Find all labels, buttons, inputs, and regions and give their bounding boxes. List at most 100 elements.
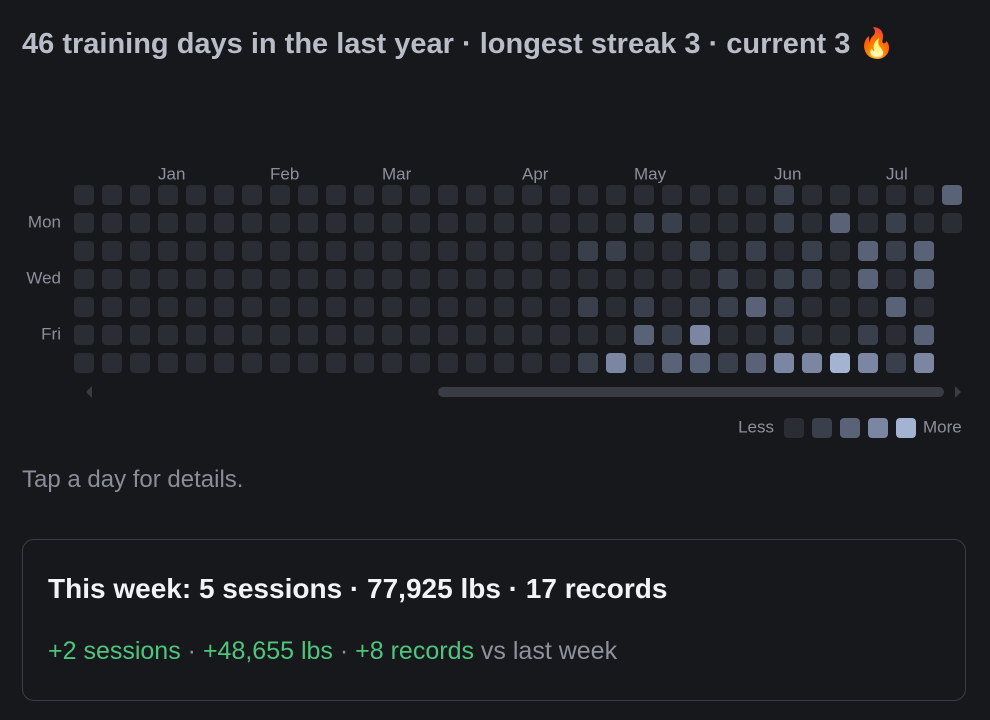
day-cell[interactable] xyxy=(634,185,654,205)
day-cell[interactable] xyxy=(186,185,206,205)
day-cell[interactable] xyxy=(410,325,430,345)
day-cell[interactable] xyxy=(270,241,290,261)
day-cell[interactable] xyxy=(158,297,178,317)
day-cell[interactable] xyxy=(634,241,654,261)
day-cell[interactable] xyxy=(214,325,234,345)
day-cell[interactable] xyxy=(662,213,682,233)
day-cell[interactable] xyxy=(606,325,626,345)
day-cell[interactable] xyxy=(242,185,262,205)
day-cell[interactable] xyxy=(158,269,178,289)
day-cell[interactable] xyxy=(662,353,682,373)
day-cell[interactable] xyxy=(718,353,738,373)
day-cell[interactable] xyxy=(242,325,262,345)
day-cell[interactable] xyxy=(914,241,934,261)
day-cell[interactable] xyxy=(158,353,178,373)
day-cell[interactable] xyxy=(858,325,878,345)
day-cell[interactable] xyxy=(130,241,150,261)
day-cell[interactable] xyxy=(102,185,122,205)
day-cell[interactable] xyxy=(410,353,430,373)
day-cell[interactable] xyxy=(270,325,290,345)
day-cell[interactable] xyxy=(102,213,122,233)
day-cell[interactable] xyxy=(522,353,542,373)
day-cell[interactable] xyxy=(438,213,458,233)
day-cell[interactable] xyxy=(858,297,878,317)
day-cell[interactable] xyxy=(494,353,514,373)
day-cell[interactable] xyxy=(830,213,850,233)
day-cell[interactable] xyxy=(158,325,178,345)
day-cell[interactable] xyxy=(746,269,766,289)
day-cell[interactable] xyxy=(130,269,150,289)
day-cell[interactable] xyxy=(438,353,458,373)
day-cell[interactable] xyxy=(914,185,934,205)
day-cell[interactable] xyxy=(634,325,654,345)
day-cell[interactable] xyxy=(886,213,906,233)
day-cell[interactable] xyxy=(858,213,878,233)
day-cell[interactable] xyxy=(494,185,514,205)
day-cell[interactable] xyxy=(718,269,738,289)
day-cell[interactable] xyxy=(130,353,150,373)
day-cell[interactable] xyxy=(662,297,682,317)
day-cell[interactable] xyxy=(354,185,374,205)
day-cell[interactable] xyxy=(802,213,822,233)
day-cell[interactable] xyxy=(578,297,598,317)
day-cell[interactable] xyxy=(718,241,738,261)
day-cell[interactable] xyxy=(158,185,178,205)
day-cell[interactable] xyxy=(746,325,766,345)
day-cell[interactable] xyxy=(774,325,794,345)
day-cell[interactable] xyxy=(382,213,402,233)
day-cell[interactable] xyxy=(774,297,794,317)
day-cell[interactable] xyxy=(942,213,962,233)
day-cell[interactable] xyxy=(662,185,682,205)
day-cell[interactable] xyxy=(242,353,262,373)
day-cell[interactable] xyxy=(718,185,738,205)
day-cell[interactable] xyxy=(270,185,290,205)
day-cell[interactable] xyxy=(550,241,570,261)
day-cell[interactable] xyxy=(130,297,150,317)
day-cell[interactable] xyxy=(242,269,262,289)
day-cell[interactable] xyxy=(606,185,626,205)
day-cell[interactable] xyxy=(802,297,822,317)
day-cell[interactable] xyxy=(830,241,850,261)
day-cell[interactable] xyxy=(858,269,878,289)
day-cell[interactable] xyxy=(522,269,542,289)
day-cell[interactable] xyxy=(466,241,486,261)
day-cell[interactable] xyxy=(74,269,94,289)
day-cell[interactable] xyxy=(606,353,626,373)
day-cell[interactable] xyxy=(802,241,822,261)
day-cell[interactable] xyxy=(466,353,486,373)
day-cell[interactable] xyxy=(494,325,514,345)
day-cell[interactable] xyxy=(326,297,346,317)
day-cell[interactable] xyxy=(858,353,878,373)
day-cell[interactable] xyxy=(774,185,794,205)
day-cell[interactable] xyxy=(634,297,654,317)
day-cell[interactable] xyxy=(746,185,766,205)
day-cell[interactable] xyxy=(606,241,626,261)
day-cell[interactable] xyxy=(158,213,178,233)
day-cell[interactable] xyxy=(606,213,626,233)
day-cell[interactable] xyxy=(578,325,598,345)
day-cell[interactable] xyxy=(690,353,710,373)
day-cell[interactable] xyxy=(382,269,402,289)
day-cell[interactable] xyxy=(270,213,290,233)
day-cell[interactable] xyxy=(74,353,94,373)
day-cell[interactable] xyxy=(550,325,570,345)
day-cell[interactable] xyxy=(914,325,934,345)
day-cell[interactable] xyxy=(774,241,794,261)
day-cell[interactable] xyxy=(550,353,570,373)
day-cell[interactable] xyxy=(550,213,570,233)
day-cell[interactable] xyxy=(186,213,206,233)
day-cell[interactable] xyxy=(886,353,906,373)
day-cell[interactable] xyxy=(690,241,710,261)
day-cell[interactable] xyxy=(214,185,234,205)
day-cell[interactable] xyxy=(746,213,766,233)
day-cell[interactable] xyxy=(466,185,486,205)
day-cell[interactable] xyxy=(830,325,850,345)
day-cell[interactable] xyxy=(410,269,430,289)
day-cell[interactable] xyxy=(410,213,430,233)
day-cell[interactable] xyxy=(74,241,94,261)
day-cell[interactable] xyxy=(354,241,374,261)
day-cell[interactable] xyxy=(102,325,122,345)
day-cell[interactable] xyxy=(438,185,458,205)
day-cell[interactable] xyxy=(186,241,206,261)
day-cell[interactable] xyxy=(858,241,878,261)
